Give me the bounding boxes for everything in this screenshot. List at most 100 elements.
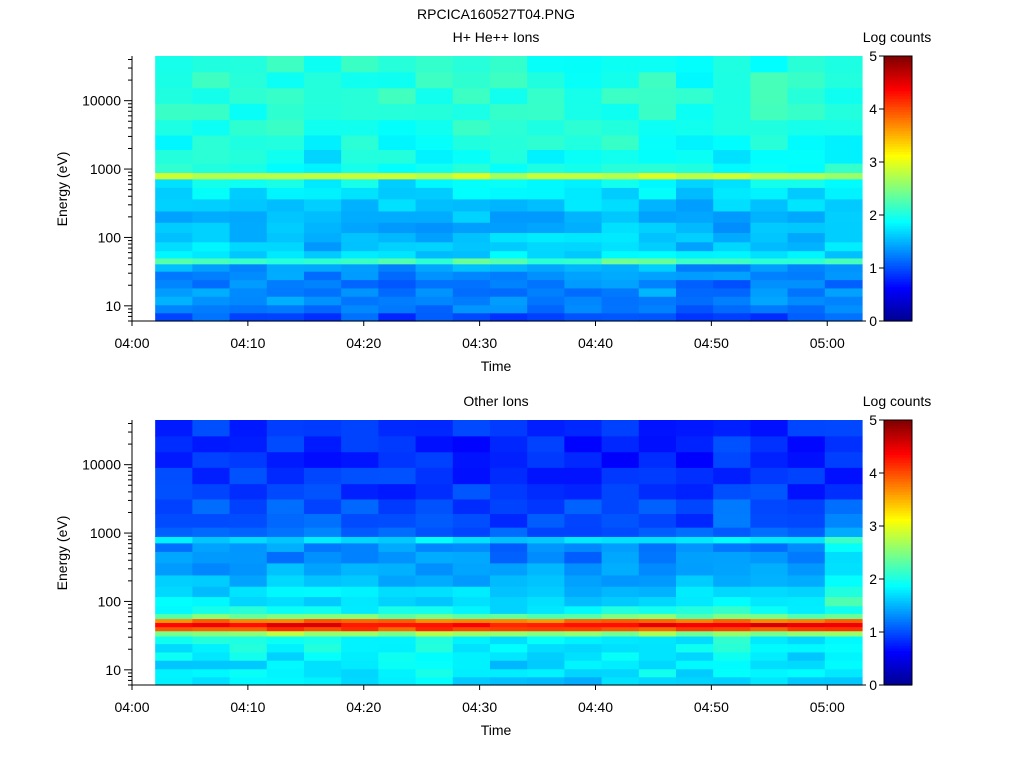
heatmap-cell (378, 257, 417, 265)
heatmap-cell (527, 420, 565, 437)
colorbar-segment (884, 273, 912, 277)
heatmap-cell (638, 232, 677, 243)
heatmap-cell (378, 562, 417, 576)
heatmap-cell (341, 119, 379, 136)
heatmap-cell (489, 222, 528, 234)
heatmap-cell (713, 119, 751, 136)
heatmap-cell (564, 513, 603, 528)
heatmap-cell (601, 232, 640, 243)
heatmap-cell (155, 222, 193, 234)
colorbar-segment (884, 632, 912, 636)
heatmap-cell (229, 257, 268, 265)
heatmap-cell (824, 87, 863, 104)
heatmap-cell (564, 296, 603, 306)
heatmap-cell (378, 87, 417, 104)
heatmap-cell (527, 435, 565, 453)
heatmap-cell (489, 643, 528, 653)
heatmap-cell (713, 296, 751, 306)
heatmap-cell (452, 178, 491, 188)
heatmap-cell (489, 668, 528, 678)
colorbar-segment (884, 533, 912, 538)
colorbar-segment (884, 95, 912, 99)
heatmap-cell (750, 232, 789, 243)
heatmap-cell (638, 56, 677, 73)
colorbar-segment (884, 297, 912, 301)
heatmap-cell (750, 312, 789, 322)
heatmap-cell (192, 483, 231, 500)
heatmap-cell (564, 630, 603, 637)
colorbar-segment (884, 167, 912, 171)
heatmap-cell (229, 263, 268, 272)
heatmap-cell (489, 596, 528, 607)
heatmap-cell (192, 119, 231, 136)
colorbar-segment (884, 536, 912, 540)
heatmap-cell (527, 187, 565, 200)
heatmap-cell (452, 119, 491, 136)
heatmap-cell (787, 435, 826, 453)
heatmap-cell (638, 119, 677, 136)
heatmap-cell (452, 172, 491, 180)
heatmap-cell (266, 304, 305, 314)
colorbar-segment (884, 470, 912, 474)
heatmap-cell (601, 613, 640, 620)
heatmap-cell (415, 263, 454, 272)
heatmap-cell (415, 149, 454, 164)
colorbar-segment (884, 262, 912, 266)
heatmap-cell (452, 622, 491, 628)
colorbar-segment (884, 541, 912, 546)
heatmap-cell (341, 451, 379, 468)
heatmap-cell (378, 613, 417, 620)
heatmap-cell (564, 287, 603, 297)
heatmap-cell (341, 263, 379, 272)
heatmap-cell (229, 513, 268, 528)
heatmap-cell (750, 618, 789, 624)
heatmap-cell (229, 635, 268, 645)
heatmap-cell (415, 287, 454, 297)
heatmap-cell (415, 668, 454, 678)
heatmap-cell (415, 651, 454, 661)
heatmap-cell (601, 149, 640, 164)
heatmap-cell (564, 451, 603, 468)
heatmap-cell (675, 241, 714, 252)
heatmap-cell (266, 232, 305, 243)
heatmap-cell (713, 312, 751, 322)
colorbar-segment (884, 169, 912, 174)
heatmap-cell (415, 676, 454, 686)
heatmap-cell (527, 222, 565, 234)
heatmap-cell (155, 626, 193, 632)
heatmap-cell (192, 304, 231, 314)
heatmap-cell (489, 420, 528, 437)
heatmap-cell (750, 163, 789, 173)
heatmap-cell (601, 660, 640, 670)
colorbar-segment (884, 594, 912, 599)
heatmap-cell (824, 513, 863, 528)
heatmap-cell (675, 651, 714, 661)
heatmap-cell (824, 296, 863, 306)
x-tick-label: 04:40 (578, 335, 613, 351)
heatmap-cell (229, 630, 268, 637)
heatmap-cell (824, 660, 863, 670)
panel-title: H+ He++ Ions (453, 29, 540, 45)
heatmap-cell (341, 163, 379, 173)
heatmap-cell (341, 574, 379, 587)
heatmap-cell (675, 622, 714, 628)
heatmap-cell (601, 451, 640, 468)
colorbar-segment (884, 183, 912, 187)
heatmap-cell (229, 296, 268, 306)
colorbar-segment (884, 639, 912, 644)
heatmap-cell (564, 651, 603, 661)
heatmap-cell (192, 71, 231, 89)
heatmap-cell (378, 513, 417, 528)
heatmap-cell (601, 626, 640, 632)
heatmap-cell (638, 271, 677, 281)
heatmap-cell (675, 304, 714, 314)
heatmap-cell (266, 596, 305, 607)
heatmap-cell (452, 241, 491, 252)
heatmap-cell (303, 596, 342, 607)
heatmap-cell (155, 257, 193, 265)
heatmap-cell (564, 435, 603, 453)
heatmap-cell (638, 187, 677, 200)
heatmap-cell (750, 676, 789, 686)
heatmap-cell (155, 536, 193, 544)
heatmap-cell (452, 551, 491, 564)
